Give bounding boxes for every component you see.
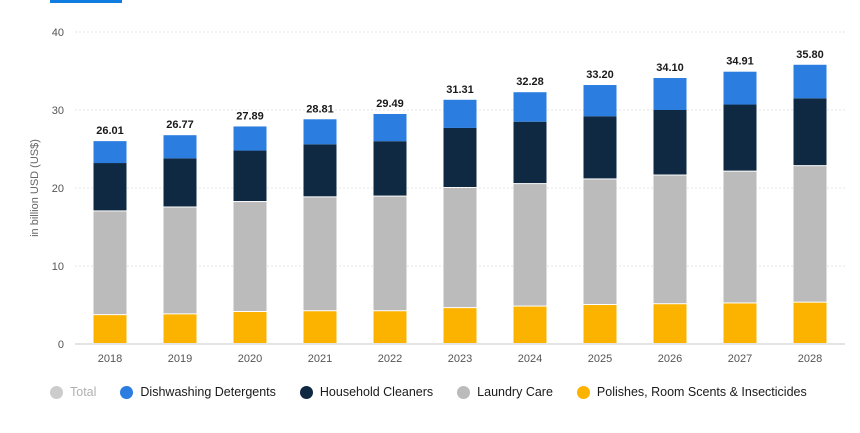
y-tick-label: 40 xyxy=(52,27,64,39)
total-data-label: 26.77 xyxy=(166,119,194,131)
legend-swatch-laundry-care xyxy=(457,385,471,399)
bar-segment-dishwashing-detergents xyxy=(303,119,337,145)
bar-segment-dishwashing-detergents xyxy=(233,126,267,151)
bar-segment-household-cleaners xyxy=(233,150,267,202)
x-tick-label: 2024 xyxy=(518,353,542,365)
total-data-label: 26.01 xyxy=(96,125,124,137)
y-tick-label: 30 xyxy=(52,105,64,117)
legend-swatch-polishes-room-scents-insecticides xyxy=(576,385,590,399)
bar-segment-household-cleaners xyxy=(443,127,477,187)
x-tick-label: 2022 xyxy=(378,353,402,365)
total-data-label: 34.10 xyxy=(656,62,684,74)
x-tick-label: 2028 xyxy=(798,353,822,365)
y-tick-label: 10 xyxy=(52,261,64,273)
bar-segment-household-cleaners xyxy=(513,121,547,184)
x-tick-label: 2026 xyxy=(658,353,682,365)
bar-segment-laundry-care xyxy=(513,184,547,306)
bar-segment-dishwashing-detergents xyxy=(793,64,827,99)
bar-segment-household-cleaners xyxy=(163,158,197,207)
bar-segment-laundry-care xyxy=(443,188,477,308)
bar-segment-polishes-room-scents-insecticides xyxy=(653,304,687,343)
total-data-label: 34.91 xyxy=(726,56,754,68)
x-tick-label: 2025 xyxy=(588,353,612,365)
legend-label-laundry-care: Laundry Care xyxy=(477,385,553,399)
bar-segment-polishes-room-scents-insecticides xyxy=(233,312,267,343)
legend-label-dishwashing-detergents: Dishwashing Detergents xyxy=(140,385,276,399)
y-axis-title: in billion USD (US$) xyxy=(29,139,41,237)
bar-segment-household-cleaners xyxy=(373,141,407,196)
y-tick-label: 0 xyxy=(58,339,64,351)
bar-segment-dishwashing-detergents xyxy=(723,71,757,105)
bar-segment-polishes-room-scents-insecticides xyxy=(373,311,407,343)
bar-segment-laundry-care xyxy=(163,207,197,314)
total-data-label: 29.49 xyxy=(376,98,404,110)
legend-item-total[interactable]: Total xyxy=(50,385,96,399)
total-data-label: 33.20 xyxy=(586,69,614,81)
legend-label-total: Total xyxy=(70,385,97,399)
x-tick-label: 2018 xyxy=(98,353,122,365)
bar-segment-laundry-care xyxy=(793,166,827,302)
legend-item-laundry-care[interactable]: Laundry Care xyxy=(457,385,553,399)
bar-segment-polishes-room-scents-insecticides xyxy=(443,308,477,343)
bar-segment-laundry-care xyxy=(373,196,407,311)
x-tick-label: 2019 xyxy=(168,353,192,365)
legend-item-polishes-room-scents-insecticides[interactable]: Polishes, Room Scents & Insecticides xyxy=(576,385,807,399)
bar-segment-polishes-room-scents-insecticides xyxy=(513,306,547,343)
total-data-label: 28.81 xyxy=(306,103,334,115)
active-tab-indicator xyxy=(50,0,122,3)
bar-segment-polishes-room-scents-insecticides xyxy=(793,302,827,343)
x-tick-label: 2020 xyxy=(238,353,262,365)
legend-label-household-cleaners: Household Cleaners xyxy=(319,385,434,399)
legend-swatch-dishwashing-detergents xyxy=(120,385,134,399)
legend-item-dishwashing-detergents[interactable]: Dishwashing Detergents xyxy=(120,385,276,399)
legend-swatch-household-cleaners xyxy=(299,385,313,399)
bar-segment-household-cleaners xyxy=(723,104,757,171)
bar-segment-polishes-room-scents-insecticides xyxy=(163,314,197,343)
bar-segment-household-cleaners xyxy=(583,116,617,179)
bar-segment-laundry-care xyxy=(303,197,337,311)
bar-segment-laundry-care xyxy=(233,202,267,312)
stacked-bar-chart: 0 10 20 30 40 in billion USD (US$) 26.01 2018 26… xyxy=(29,27,845,365)
bar-segment-household-cleaners xyxy=(93,163,127,211)
bar-segment-dishwashing-detergents xyxy=(583,85,617,117)
total-data-label: 31.31 xyxy=(446,84,474,96)
bar-segment-dishwashing-detergents xyxy=(653,78,687,110)
bar-segment-laundry-care xyxy=(653,175,687,304)
bar-segment-laundry-care xyxy=(93,211,127,315)
bar-segment-dishwashing-detergents xyxy=(443,99,477,128)
bar-segment-polishes-room-scents-insecticides xyxy=(583,305,617,343)
y-tick-label: 20 xyxy=(52,183,64,195)
bar-segment-household-cleaners xyxy=(793,98,827,166)
bar-segment-household-cleaners xyxy=(653,110,687,175)
legend-label-polishes-room-scents-insecticides: Polishes, Room Scents & Insecticides xyxy=(596,385,807,399)
bar-segment-polishes-room-scents-insecticides xyxy=(723,303,757,343)
total-data-label: 27.89 xyxy=(236,110,264,122)
legend-item-household-cleaners[interactable]: Household Cleaners xyxy=(299,385,434,399)
total-data-label: 32.28 xyxy=(516,76,544,88)
bar-segment-polishes-room-scents-insecticides xyxy=(303,311,337,343)
x-tick-label: 2023 xyxy=(448,353,472,365)
legend-swatch-total xyxy=(50,385,63,399)
bar-segment-laundry-care xyxy=(583,179,617,304)
bar-segment-dishwashing-detergents xyxy=(163,135,197,159)
bar-segment-polishes-room-scents-insecticides xyxy=(93,315,127,343)
bar-segment-dishwashing-detergents xyxy=(373,113,407,142)
chart-legend: Total Dishwashing Detergents Household C… xyxy=(50,382,807,402)
bar-segment-laundry-care xyxy=(723,171,757,303)
bar-segment-dishwashing-detergents xyxy=(513,92,547,122)
x-tick-label: 2021 xyxy=(308,353,332,365)
x-tick-label: 2027 xyxy=(728,353,752,365)
total-data-label: 35.80 xyxy=(796,49,824,61)
bar-segment-household-cleaners xyxy=(303,144,337,197)
bar-segment-dishwashing-detergents xyxy=(93,141,127,164)
